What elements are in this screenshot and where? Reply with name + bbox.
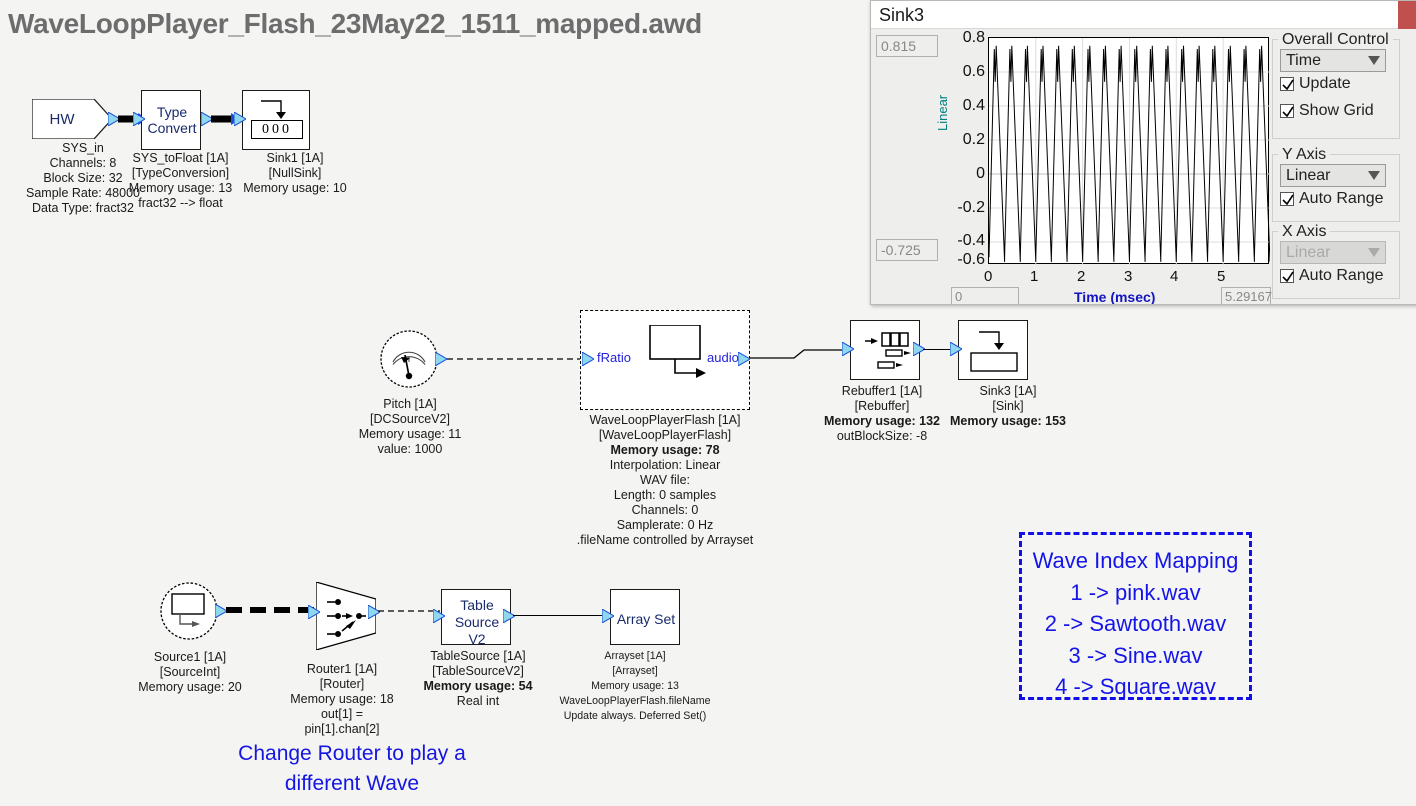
svg-text:HW: HW <box>50 111 76 128</box>
